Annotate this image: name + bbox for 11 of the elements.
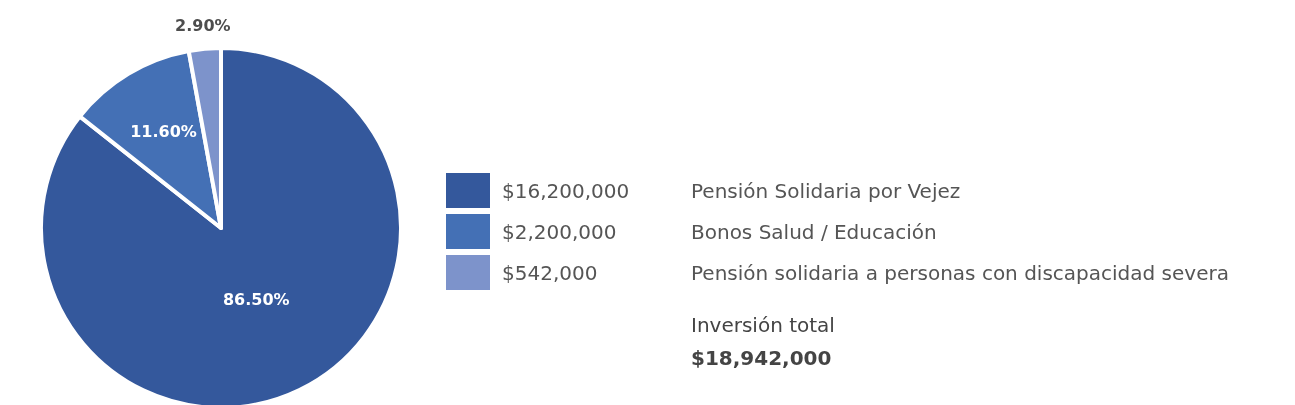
text: Inversión total <box>691 312 835 337</box>
legend-label: $2,200,000 <box>502 219 617 244</box>
text: Pensión solidaria a personas con discapacidad severa <box>691 260 1229 285</box>
data-label: 11.60% <box>130 121 197 141</box>
legend-label: $16,200,000 <box>502 178 630 203</box>
data-label: 2.90% <box>175 16 231 36</box>
legend-label: $542,000 <box>502 260 598 285</box>
text: $18,942,000 <box>691 345 832 370</box>
data-label: 86.50% <box>222 290 290 310</box>
text: Pensión Solidaria por Vejez <box>691 178 961 203</box>
text: Bonos Salud / Educación <box>691 219 937 244</box>
